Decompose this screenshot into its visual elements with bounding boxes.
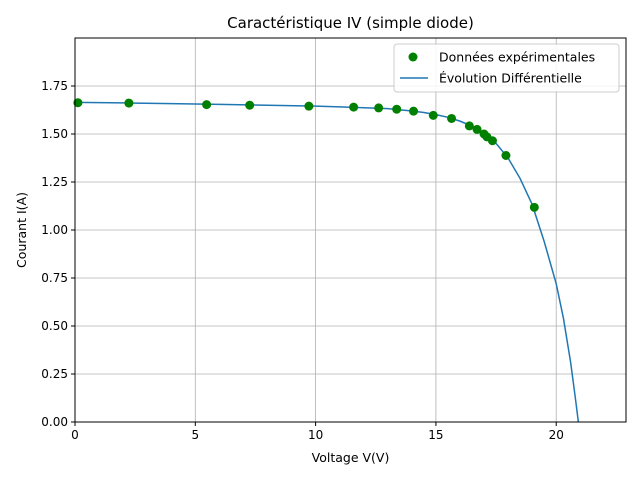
- x-tick-label: 20: [549, 428, 564, 442]
- y-tick-label: 0.25: [41, 367, 68, 381]
- data-point: [501, 151, 510, 160]
- y-tick-label: 0.75: [41, 271, 68, 285]
- data-point: [202, 100, 211, 109]
- x-tick-label: 5: [191, 428, 199, 442]
- data-point: [429, 111, 438, 120]
- y-tick-label: 1.25: [41, 175, 68, 189]
- y-tick-label: 1.75: [41, 79, 68, 93]
- data-point: [409, 107, 418, 116]
- y-tick-label: 1.50: [41, 127, 68, 141]
- data-point: [530, 203, 539, 212]
- y-tick-label: 0.00: [41, 415, 68, 429]
- data-point: [392, 105, 401, 114]
- y-axis-label: Courant I(A): [14, 192, 29, 268]
- y-tick-label: 0.50: [41, 319, 68, 333]
- x-tick-label: 0: [71, 428, 79, 442]
- data-point: [245, 101, 254, 110]
- data-point: [304, 102, 313, 111]
- data-point: [465, 121, 474, 130]
- data-point: [349, 103, 358, 112]
- legend-label-experimental: Données expérimentales: [439, 50, 595, 65]
- chart-title: Caractéristique IV (simple diode): [227, 14, 474, 32]
- data-point: [124, 99, 133, 108]
- data-point: [488, 136, 497, 145]
- legend: Données expérimentales Évolution Différe…: [394, 44, 619, 92]
- legend-marker-experimental: [409, 53, 418, 62]
- x-tick-label: 10: [308, 428, 323, 442]
- data-point: [447, 114, 456, 123]
- data-point: [374, 103, 383, 112]
- y-tick-label: 1.00: [41, 223, 68, 237]
- legend-label-fit: Évolution Différentielle: [439, 71, 582, 86]
- x-axis-label: Voltage V(V): [312, 450, 390, 465]
- x-tick-label: 15: [428, 428, 443, 442]
